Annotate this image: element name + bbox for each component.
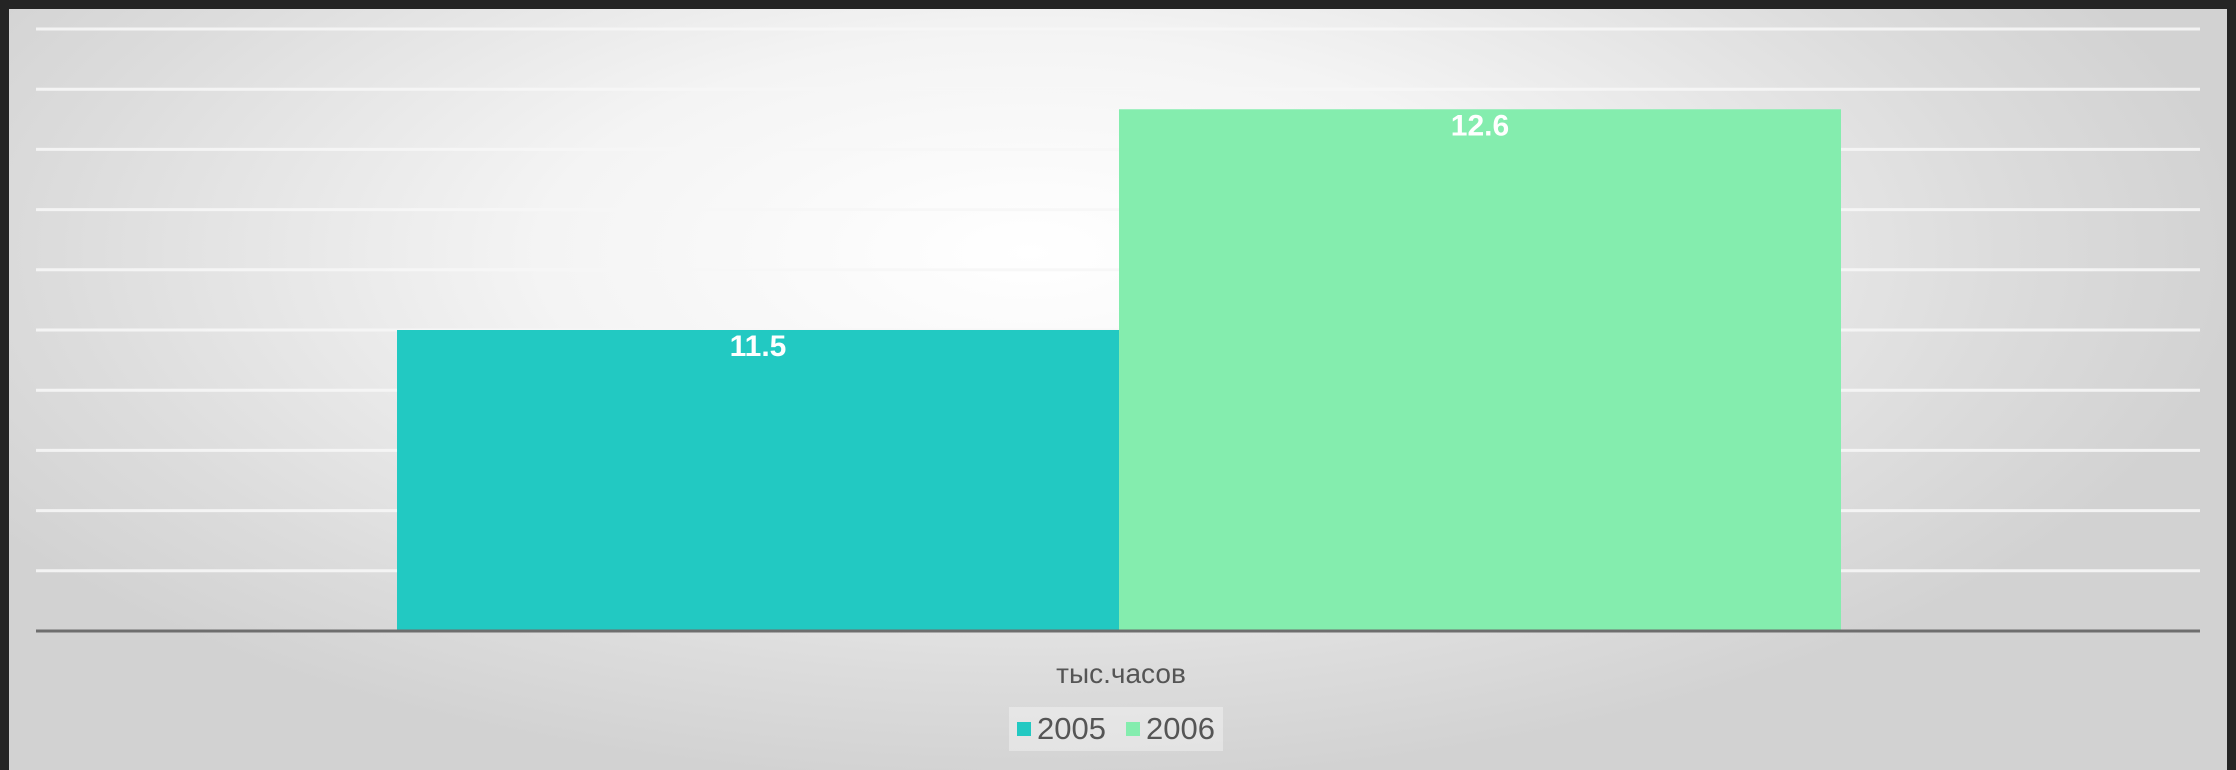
legend-item-2005: 2005 (1017, 711, 1106, 747)
data-labels: 11.5 12.6 (730, 109, 1510, 363)
legend-label-2005: 2005 (1037, 711, 1106, 746)
data-label-2006: 12.6 (1451, 109, 1509, 142)
legend-label-2006: 2006 (1145, 711, 1215, 746)
legend: 2005 2006 (1009, 707, 1223, 751)
bars (397, 109, 1841, 632)
category-label: тыс.часов (1056, 658, 1186, 689)
chart-area: 11.5 12.6 тыс.часов 2005 2006 (9, 9, 2227, 770)
legend-swatch-2006 (1125, 722, 1140, 736)
legend-item-2006: 2006 (1125, 711, 1215, 747)
data-label-2005: 11.5 (730, 330, 787, 363)
bar-chart: 11.5 12.6 тыс.часов (36, 27, 2200, 689)
legend-swatch-2005 (1017, 722, 1031, 736)
bar-2005 (397, 330, 1119, 631)
bar-2006 (1119, 109, 1841, 632)
